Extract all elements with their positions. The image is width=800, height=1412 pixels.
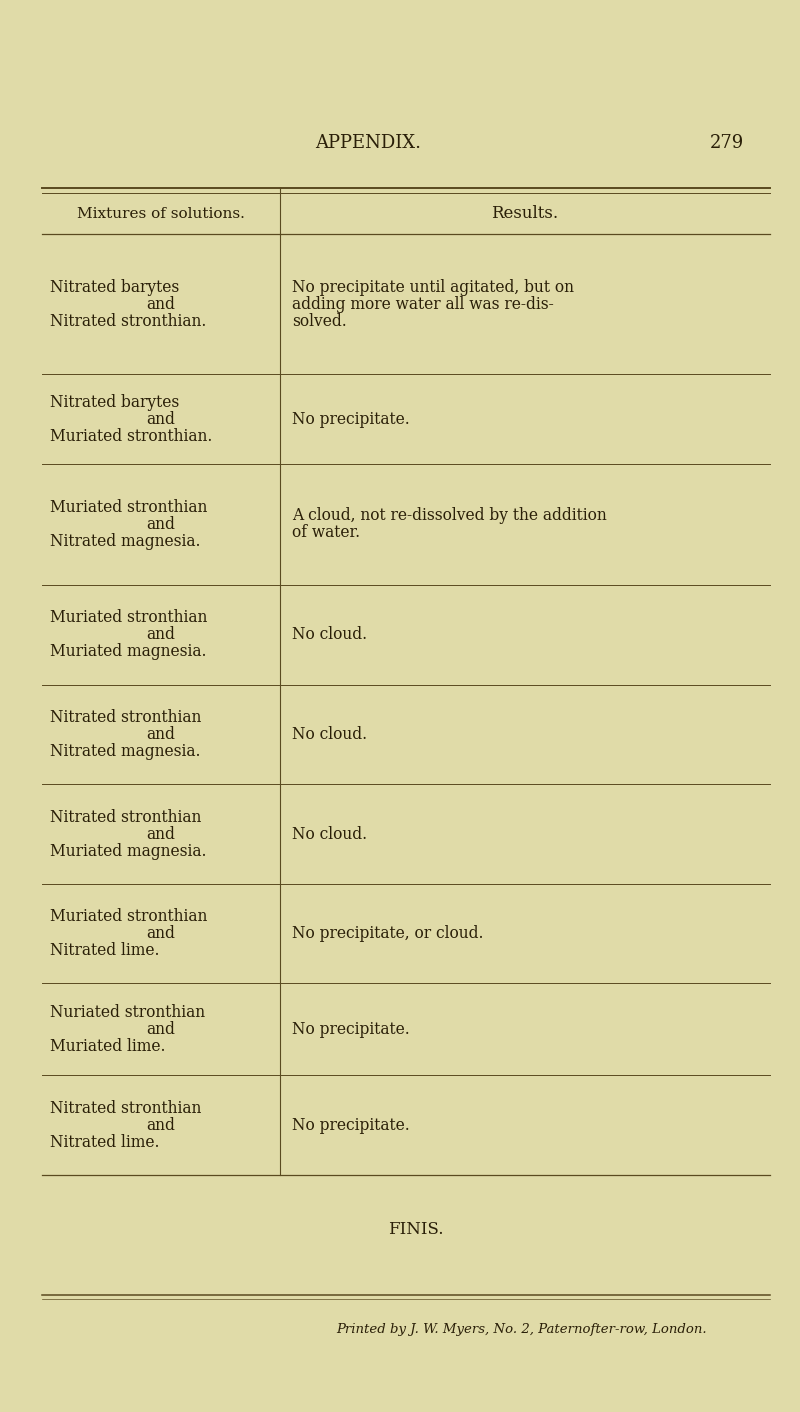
- Text: Nitrated magnesia.: Nitrated magnesia.: [50, 743, 201, 760]
- Text: APPENDIX.: APPENDIX.: [315, 134, 421, 152]
- Text: Muriated lime.: Muriated lime.: [50, 1038, 166, 1055]
- Text: Nitrated stronthian: Nitrated stronthian: [50, 709, 202, 726]
- Text: No precipitate.: No precipitate.: [292, 1117, 410, 1134]
- Text: Muriated stronthian: Muriated stronthian: [50, 610, 207, 627]
- Text: Nitrated barytes: Nitrated barytes: [50, 394, 179, 411]
- Text: No precipitate, or cloud.: No precipitate, or cloud.: [292, 925, 483, 942]
- Text: No cloud.: No cloud.: [292, 726, 367, 743]
- Text: Mixtures of solutions.: Mixtures of solutions.: [77, 206, 245, 220]
- Text: Muriated stronthian.: Muriated stronthian.: [50, 428, 212, 445]
- Text: A cloud, not re-dissolved by the addition: A cloud, not re-dissolved by the additio…: [292, 507, 606, 524]
- Text: and: and: [146, 1021, 175, 1038]
- Text: Nitrated stronthian: Nitrated stronthian: [50, 1100, 202, 1117]
- Text: Nitrated magnesia.: Nitrated magnesia.: [50, 532, 201, 549]
- Text: and: and: [146, 411, 175, 428]
- Text: Nitrated barytes: Nitrated barytes: [50, 278, 179, 295]
- Text: and: and: [146, 295, 175, 312]
- Text: Nitrated stronthian.: Nitrated stronthian.: [50, 312, 206, 330]
- Text: No cloud.: No cloud.: [292, 826, 367, 843]
- Text: FINIS.: FINIS.: [388, 1221, 444, 1238]
- Text: Muriated stronthian: Muriated stronthian: [50, 498, 207, 515]
- Text: Printed by J. W. Myers, No. 2, Paternofter-row, London.: Printed by J. W. Myers, No. 2, Paternoft…: [336, 1323, 706, 1337]
- Text: No precipitate until agitated, but on: No precipitate until agitated, but on: [292, 278, 574, 295]
- Text: Nitrated stronthian: Nitrated stronthian: [50, 809, 202, 826]
- Text: No precipitate.: No precipitate.: [292, 1021, 410, 1038]
- Text: and: and: [146, 515, 175, 532]
- Text: Muriated stronthian: Muriated stronthian: [50, 908, 207, 925]
- Text: and: and: [146, 627, 175, 644]
- Text: and: and: [146, 925, 175, 942]
- Text: solved.: solved.: [292, 312, 346, 330]
- Text: No precipitate.: No precipitate.: [292, 411, 410, 428]
- Text: of water.: of water.: [292, 524, 360, 541]
- Text: adding more water all was re-dis-: adding more water all was re-dis-: [292, 295, 554, 312]
- Text: and: and: [146, 1117, 175, 1134]
- Text: No cloud.: No cloud.: [292, 627, 367, 644]
- Text: Muriated magnesia.: Muriated magnesia.: [50, 644, 206, 661]
- Text: Nuriated stronthian: Nuriated stronthian: [50, 1004, 205, 1021]
- Text: and: and: [146, 826, 175, 843]
- Text: Nitrated lime.: Nitrated lime.: [50, 1134, 159, 1151]
- Text: Muriated magnesia.: Muriated magnesia.: [50, 843, 206, 860]
- Text: Results.: Results.: [491, 205, 558, 222]
- Text: and: and: [146, 726, 175, 743]
- Text: Nitrated lime.: Nitrated lime.: [50, 942, 159, 959]
- Text: 279: 279: [710, 134, 744, 152]
